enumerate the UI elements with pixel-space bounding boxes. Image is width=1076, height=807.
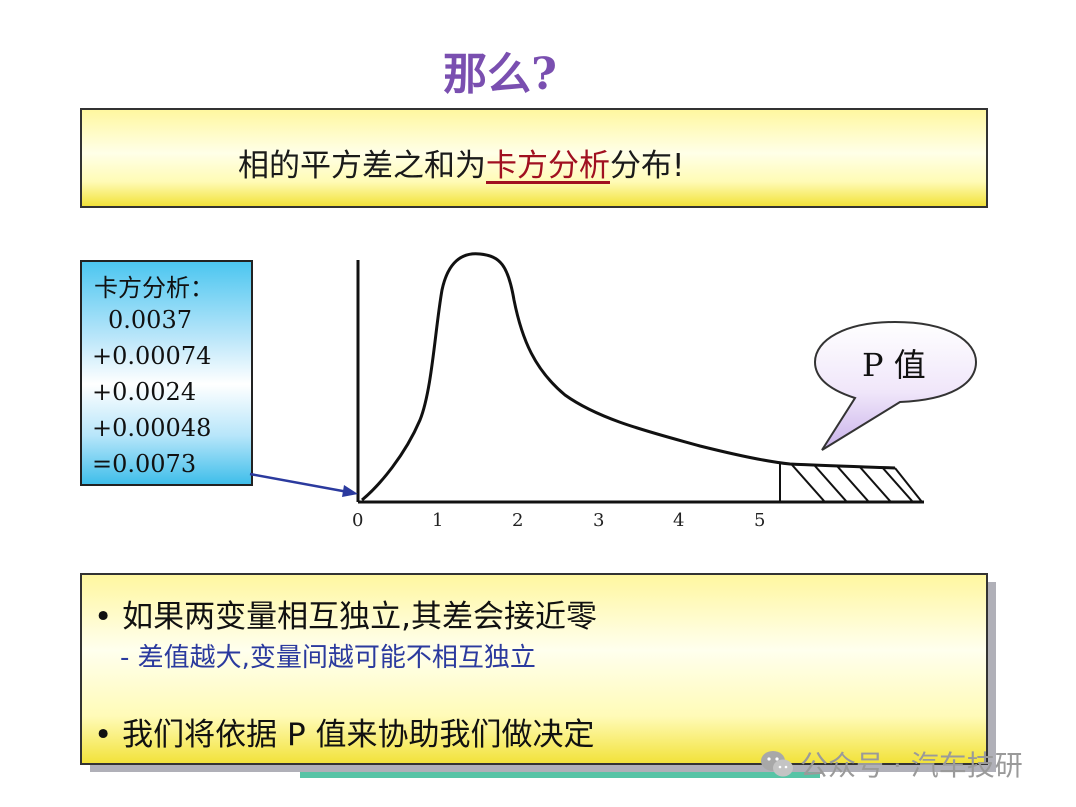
x-tick-label: 3 [593,510,605,531]
banner-highlight: 卡方分析 [486,148,610,184]
sub-bullet-difference: - 差值越大,变量间越可能不相互独立 [120,643,536,673]
page-title: 那么? [443,49,557,100]
distribution-curve [361,252,896,502]
bullet-independence: • 如果两变量相互独立,其差会接近零 [94,599,597,635]
banner-text: 相的平方差之和为卡方分析分布! [238,140,684,185]
tail-hatch [780,464,922,502]
x-tick-label: 1 [432,510,444,531]
banner-prefix: 相的平方差之和为 [238,148,486,184]
x-tick-label: 4 [673,510,685,531]
tail-edge [894,467,923,503]
x-tick-label: 0 [352,510,364,531]
p-value-bubble [813,320,978,451]
wechat-icon [760,749,794,786]
x-tick-label: 2 [512,510,524,531]
watermark-text: 公众号 · 汽车技研 [800,749,1023,782]
chi-square-box: 卡方分析： 0.0037 +0.00074 +0.0024 +0.00048 =… [80,260,253,486]
x-tick-label: 5 [754,510,766,531]
bullet-p-value: • 我们将依据 P 值来协助我们做决定 [94,717,595,753]
chi-box-line: +0.0024 [92,378,197,406]
banner: 相的平方差之和为卡方分析分布! [80,108,988,208]
watermark: 公众号 · 汽车技研 [760,744,1023,786]
banner-suffix: 分布! [610,148,685,184]
bullet-box: • 如果两变量相互独立,其差会接近零 - 差值越大,变量间越可能不相互独立 • … [80,573,988,765]
p-value-label: P 值 [862,346,926,384]
pointer-arrowhead [342,485,358,497]
decorative-bar [300,770,820,778]
chi-box-line: +0.00074 [92,342,212,370]
chi-box-line: 0.0037 [108,306,192,334]
chi-box-line: =0.0073 [92,450,197,478]
chi-box-line: +0.00048 [92,414,212,442]
chi-box-heading: 卡方分析： [94,274,214,302]
pointer-arrow [249,472,349,494]
